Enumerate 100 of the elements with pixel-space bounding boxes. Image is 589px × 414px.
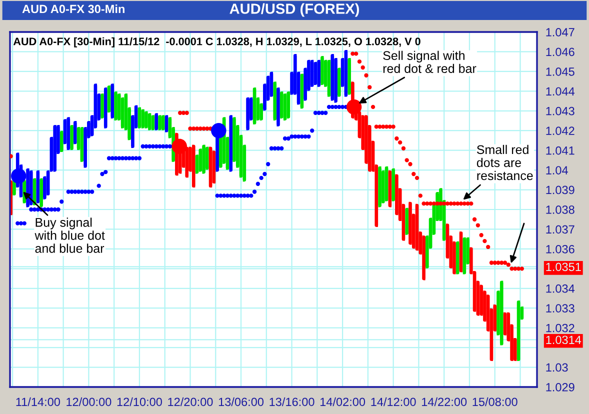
candlestick — [336, 68, 342, 97]
candlestick — [272, 82, 278, 120]
x-tick-label: 14/12:00 — [371, 397, 416, 406]
candlestick — [163, 115, 170, 132]
candlestick — [458, 231, 464, 272]
candlestick — [207, 146, 214, 188]
candlestick — [312, 62, 319, 85]
candlestick — [106, 86, 112, 113]
y-tick-label: 1.0314 — [546, 336, 582, 344]
candlestick — [52, 124, 58, 172]
candlestick — [380, 170, 386, 204]
text: AUD A0-FX 30-Min — [22, 4, 124, 14]
candlestick — [210, 150, 218, 184]
candlestick — [112, 91, 119, 120]
candlestick — [34, 170, 42, 204]
candlestick — [275, 88, 282, 126]
candlestick — [153, 113, 160, 130]
candlestick — [326, 60, 332, 97]
candlestick — [461, 237, 468, 274]
y-tick-label: 1.044 — [546, 87, 575, 96]
candlestick — [342, 50, 350, 97]
y-tick-label: 1.043 — [546, 106, 574, 116]
x-tick-label: 12/00:00 — [66, 397, 112, 406]
y-tick-label: 1.04 — [546, 166, 568, 174]
candlestick — [160, 115, 166, 130]
candlestick — [498, 280, 505, 346]
candlestick — [329, 54, 336, 101]
y-tick-label: 1.038 — [546, 206, 574, 214]
y-tick-label: 1.046 — [546, 48, 574, 56]
candlestick — [143, 111, 150, 128]
candlestick — [251, 88, 258, 124]
candlestick — [404, 208, 410, 235]
x-tick-label: 12/20:00 — [168, 397, 213, 406]
candlestick — [65, 117, 72, 150]
x-tick-label: 13/06:00 — [218, 397, 264, 406]
candlestick — [308, 60, 316, 87]
x-tick-label: 13/16:00 — [270, 397, 314, 406]
x-tick-label: 14/02:00 — [320, 397, 366, 406]
x-tick-label: 15/08:00 — [472, 397, 518, 406]
y-tick-label: 1.037 — [546, 225, 574, 234]
candlestick — [346, 58, 353, 95]
candlestick — [109, 84, 116, 118]
y-tick-label: 1.045 — [546, 67, 574, 76]
candlestick — [454, 241, 461, 274]
candlestick — [278, 91, 285, 118]
chart-title: AUD/USD (FOREX) — [230, 3, 359, 17]
y-tick-label: 1.0351 — [546, 262, 581, 272]
annotation: Small red dots are resistance — [476, 144, 533, 180]
candlestick — [190, 144, 197, 188]
candlestick — [332, 58, 339, 103]
candlestick — [68, 124, 75, 150]
y-tick-label: 1.034 — [546, 284, 575, 293]
candlestick — [515, 300, 522, 362]
candlestick — [21, 180, 28, 204]
candlestick — [376, 166, 383, 208]
candlestick — [99, 93, 106, 118]
candlestick — [414, 204, 420, 251]
candlestick — [204, 146, 210, 170]
x-tick-label: 11/14:00 — [16, 397, 60, 406]
candlestick — [200, 144, 207, 174]
candlestick — [58, 130, 65, 152]
candlestick — [386, 170, 394, 208]
candlestick — [136, 107, 143, 128]
candlestick — [197, 148, 204, 172]
candlestick — [28, 170, 34, 206]
candlestick — [319, 56, 326, 85]
candlestick — [102, 88, 109, 128]
candlestick — [119, 97, 126, 128]
y-tick-label: 1.047 — [546, 28, 574, 36]
candlestick — [282, 93, 288, 120]
candlestick — [146, 113, 153, 130]
candlestick — [78, 126, 86, 162]
x-tick-label: 14/22:00 — [422, 397, 467, 406]
y-tick-label: 1.03 — [546, 363, 568, 372]
annotation: Sell signal with red dot & red bar — [383, 50, 476, 74]
y-tick-label: 1.029 — [546, 383, 574, 392]
candlestick — [383, 166, 390, 202]
candlestick — [228, 115, 234, 172]
y-tick-label: 1.042 — [546, 126, 574, 136]
chart-subtitle: AUD A0-FX [30-Min] 11/15/12 -0.0001 C 1.0328, H 1.0329, L 1.0325, O 1.0328, V 0 — [13, 37, 420, 48]
candlestick — [298, 74, 306, 109]
candlestick — [316, 60, 322, 87]
candlestick — [72, 121, 78, 144]
candlestick — [285, 91, 292, 118]
candlestick — [150, 115, 156, 130]
candlestick — [390, 168, 397, 202]
y-tick-label: 1.036 — [546, 244, 574, 254]
candlestick — [31, 178, 38, 206]
y-tick-label: 1.039 — [546, 186, 574, 194]
y-tick-label: 1.033 — [546, 304, 574, 313]
candlestick — [38, 178, 44, 208]
y-tick-label: 1.032 — [546, 324, 574, 332]
candlestick — [140, 109, 146, 128]
y-tick-label: 1.041 — [546, 146, 574, 155]
x-tick-label: 12/10:00 — [117, 397, 162, 406]
annotation: Buy signal with blue dot and blue bar — [34, 218, 105, 253]
candlestick — [407, 202, 414, 245]
candlestick — [156, 115, 163, 130]
candlestick — [420, 235, 427, 280]
candlestick — [268, 72, 275, 97]
